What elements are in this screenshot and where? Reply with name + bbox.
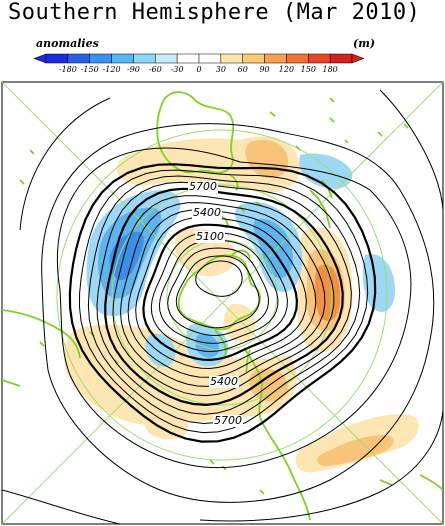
contour-line xyxy=(87,175,361,425)
colorbar: -180 -150 -120 -90 -60 -30 0 30 60 90 120 150 180 xyxy=(33,53,365,74)
outer-contours xyxy=(2,89,443,524)
colorbar-tick-label: 90 xyxy=(259,65,269,74)
colorbar-cells xyxy=(33,53,365,64)
colorbar-tick-label: -30 xyxy=(171,65,184,74)
colorbar-cell xyxy=(264,53,287,64)
contour-line xyxy=(175,255,260,329)
contour-line xyxy=(158,239,279,344)
colorbar-arrow-left xyxy=(33,53,47,64)
colorbar-tick-label: 120 xyxy=(279,65,294,74)
colorbar-cell xyxy=(308,53,331,64)
colorbar-cell xyxy=(176,53,200,64)
colorbar-tick-label: 180 xyxy=(323,65,338,74)
contour-label: 5100 xyxy=(196,230,224,243)
contour-line xyxy=(119,202,326,387)
contour-label-bg xyxy=(213,415,243,427)
colorbar-cell xyxy=(242,53,265,64)
colorbar-tick-label: -180 xyxy=(59,65,77,74)
colorbar-cell xyxy=(133,53,156,64)
contour-line xyxy=(104,187,344,407)
colorbar-tick-label: 0 xyxy=(196,65,201,74)
colorbar-cell xyxy=(198,53,222,64)
colorbar-tick-label: -150 xyxy=(81,65,99,74)
colorbar-cell xyxy=(67,53,90,64)
colorbar-tick-label: -60 xyxy=(149,65,162,74)
contour-line xyxy=(135,216,307,370)
contour-line xyxy=(195,260,243,297)
colorbar-tick-label: 60 xyxy=(238,65,248,74)
contour-line xyxy=(78,169,369,434)
colorbar-cell xyxy=(286,53,309,64)
legend-unit: (m) xyxy=(353,37,376,50)
colorbar-tick-label: 30 xyxy=(216,65,226,74)
contour-line xyxy=(68,163,377,443)
contour-line xyxy=(150,231,288,353)
contour-line xyxy=(127,209,317,378)
contour-label-bg xyxy=(188,181,218,193)
colorbar-tick-label: -90 xyxy=(127,65,140,74)
legend-label: anomalies xyxy=(36,37,99,50)
contour-label-bg xyxy=(209,376,239,388)
page-title: Southern Hemisphere (Mar 2010) xyxy=(8,0,421,25)
contour-labels: 5700 5400 5100 5400 5700 xyxy=(188,180,243,427)
contour-line xyxy=(167,247,269,337)
colorbar-ticks: -180 -150 -120 -90 -60 -30 0 30 60 90 120 150 180 xyxy=(59,65,338,74)
contour-label-bg xyxy=(195,231,225,243)
contour-label-bg xyxy=(192,207,222,219)
contour-line xyxy=(96,181,352,415)
contour-label: 5400 xyxy=(210,375,238,388)
coastlines xyxy=(2,91,443,521)
contour-line xyxy=(112,195,335,397)
contour-lines xyxy=(68,163,377,443)
contour-line xyxy=(142,223,299,362)
contour-label: 5700 xyxy=(189,180,217,193)
colorbar-cell xyxy=(111,53,134,64)
colorbar-cell xyxy=(155,53,178,64)
colorbar-cell xyxy=(89,53,112,64)
polar-map: 5700 5400 5100 5400 5700 xyxy=(1,81,444,525)
colorbar-tick-label: -120 xyxy=(103,65,121,74)
colorbar-tick-label: 150 xyxy=(301,65,316,74)
contour-label: 5700 xyxy=(214,414,242,427)
colorbar-arrow-right xyxy=(351,53,365,64)
colorbar-cell xyxy=(220,53,243,64)
contour-label: 5400 xyxy=(193,206,221,219)
colorbar-cell xyxy=(45,53,69,64)
colorbar-cell xyxy=(329,53,353,64)
